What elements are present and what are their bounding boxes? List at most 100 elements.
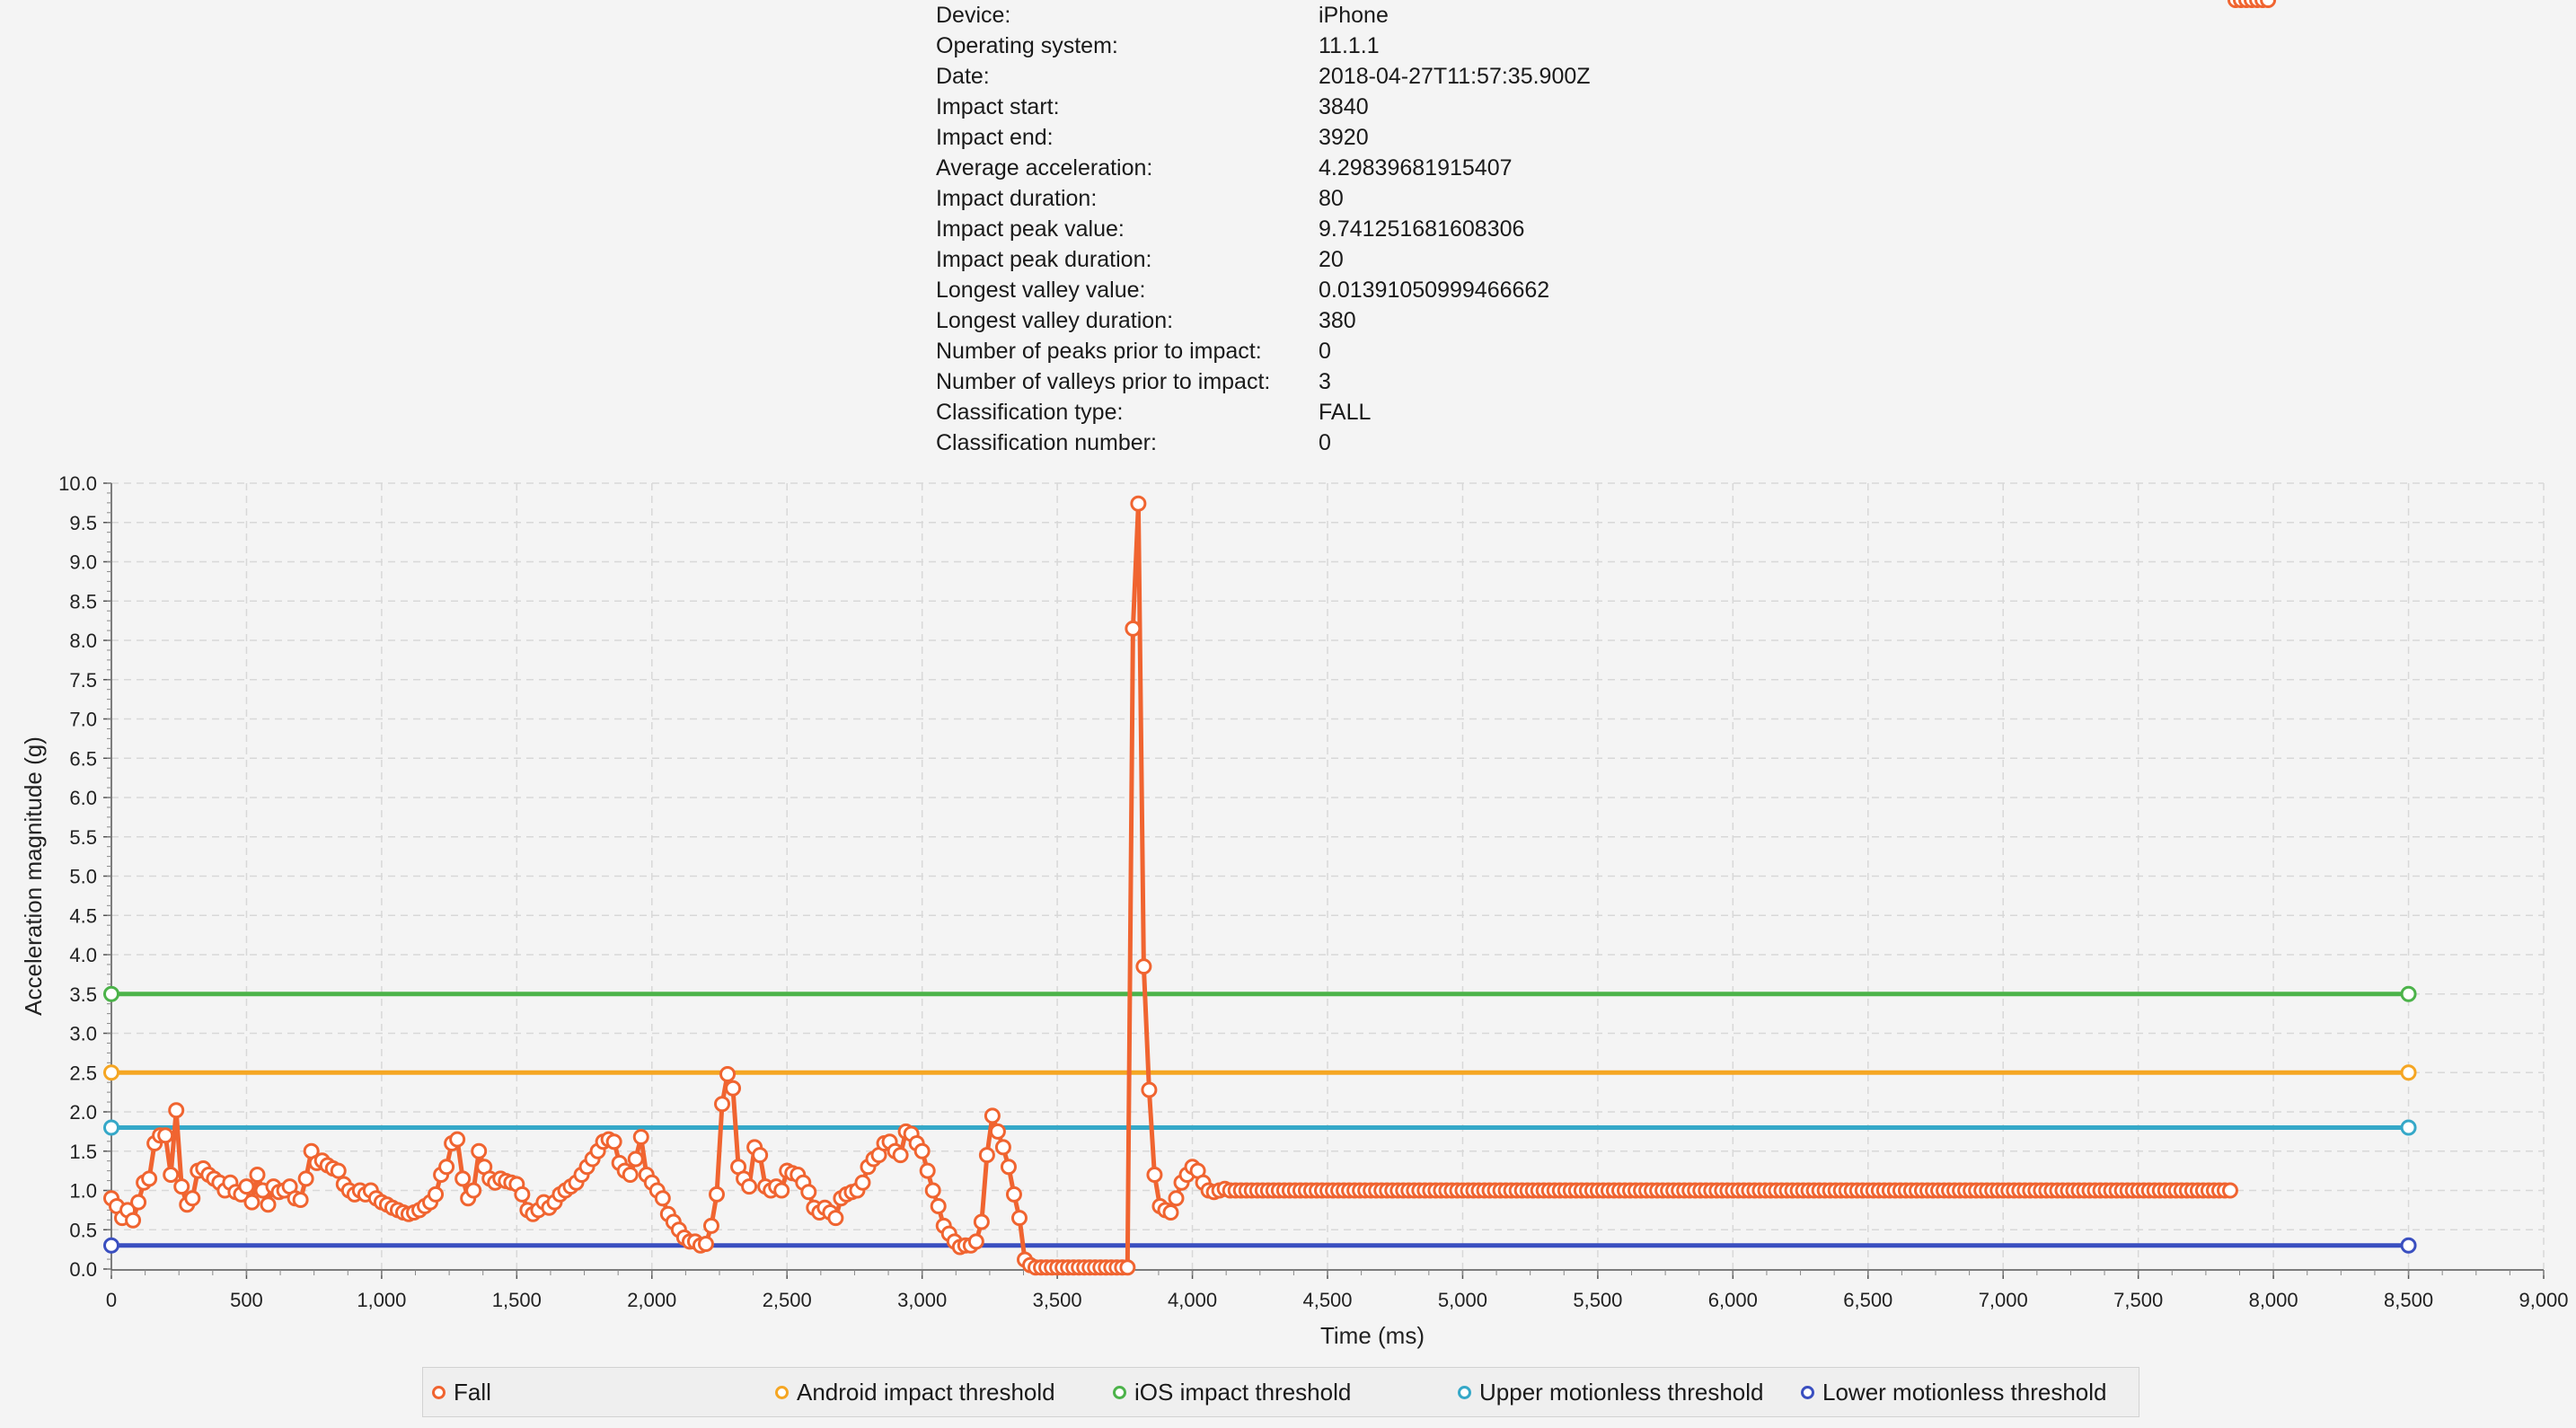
x-tick-label: 8,000 [2249,1289,2298,1311]
info-row: Number of valleys prior to impact: 3 [936,366,1591,397]
info-value: 80 [1319,186,1344,211]
data-point-ios-impact-threshold [103,985,119,1002]
x-tick-label: 2,500 [763,1289,812,1311]
y-tick-label: 3.0 [69,1023,97,1045]
info-label: Operating system: [936,33,1118,58]
x-tick-label: 0 [106,1289,117,1311]
legend-marker-icon [432,1385,446,1399]
legend-label: Fall [454,1378,491,1406]
legend-marker-icon [1113,1385,1126,1399]
y-tick-label: 8.5 [69,590,97,613]
data-point-fall [2221,1182,2238,1199]
y-tick-label: 9.0 [69,551,97,574]
info-row: Average acceleration: 4.29839681915407 [936,153,1591,183]
data-point-fall [243,1194,260,1211]
data-point-fall [719,1066,737,1082]
data-point-fall [238,1178,255,1195]
info-row: Classification number: 0 [936,428,1591,458]
x-tick-label: 4,500 [1302,1289,1352,1311]
data-point-fall [168,1102,185,1119]
y-tick-label: 1.5 [69,1141,97,1163]
info-label: Impact peak value: [936,216,1125,242]
data-point-fall [632,1129,649,1145]
data-point-lower-motionless-threshold [103,1237,119,1254]
data-point-fall [1119,1259,1136,1276]
x-tick-label: 3,500 [1033,1289,1082,1311]
info-value: 3920 [1319,125,1369,150]
y-tick-label: 5.0 [69,866,97,888]
info-label: Date: [936,64,990,89]
legend-label: iOS impact threshold [1134,1378,1352,1406]
data-point-android-impact-threshold [103,1064,119,1081]
data-point-fall [454,1170,472,1187]
data-point-fall [330,1162,347,1179]
legend-item: Upper motionless threshold [1458,1368,1764,1416]
data-point-lower-motionless-threshold [2400,1237,2417,1254]
chart-legend: Fall Android impact threshold iOS impact t… [422,1367,2139,1417]
info-row: Date: 2018-04-27T11:57:35.900Z [936,61,1591,92]
info-label: Longest valley duration: [936,308,1174,333]
info-row: Device: iPhone [936,0,1591,31]
data-point-fall [141,1170,158,1187]
data-point-fall [989,1123,1006,1140]
info-label: Impact duration: [936,186,1098,211]
info-value: iPhone [1319,3,1389,28]
x-tick-label: 4,000 [1168,1289,1217,1311]
info-label: Device: [936,3,1011,28]
data-point-fall [854,1174,871,1191]
info-value: 11.1.1 [1319,33,1380,58]
info-value: 2018-04-27T11:57:35.900Z [1319,64,1591,89]
info-row: Operating system: 11.1.1 [936,31,1591,61]
info-row: Impact end: 3920 [936,122,1591,153]
info-value: 3 [1319,369,1331,394]
info-panel: Device: iPhone Operating system: 11.1.1 Date… [936,0,1591,458]
data-point-fall [622,1167,639,1183]
data-point-fall [428,1186,445,1203]
data-point-fall [973,1213,990,1230]
legend-item: iOS impact threshold [1113,1368,1351,1416]
x-tick-label: 1,000 [357,1289,406,1311]
data-point-fall [471,1142,488,1159]
y-tick-label: 7.5 [69,669,97,692]
data-point-fall [438,1159,455,1176]
x-tick-label: 2,000 [627,1289,676,1311]
info-label: Impact start: [936,94,1060,119]
data-point-fall [913,1142,931,1159]
legend-label: Android impact threshold [797,1378,1055,1406]
data-point-fall [1168,1190,1185,1207]
info-row: Longest valley value: 0.01391050999466662 [936,275,1591,305]
info-label: Longest valley value: [936,278,1146,303]
data-point-fall [449,1131,466,1148]
data-point-fall [1130,495,1147,512]
data-point-fall [163,1167,180,1183]
data-point-fall [605,1133,622,1150]
info-value: 0.01391050999466662 [1319,278,1550,303]
data-point-fall [827,1210,844,1227]
info-row: Classification type: FALL [936,397,1591,428]
data-point-fall [994,1139,1011,1156]
data-point-fall [125,1212,142,1229]
legend-item: Android impact threshold [775,1368,1055,1416]
legend-item: Lower motionless threshold [1801,1368,2107,1416]
y-tick-label: 10.0 [58,472,97,495]
y-tick-label: 2.0 [69,1101,97,1124]
x-tick-label: 5,000 [1438,1289,1487,1311]
data-point-fall [249,1167,266,1183]
series-line-fall [109,501,2230,1270]
legend-label: Lower motionless threshold [1822,1378,2107,1406]
data-point-fall [924,1182,941,1199]
data-point-fall [773,1182,790,1199]
y-tick-label: 6.0 [69,787,97,809]
data-point-fall [260,1196,277,1213]
info-row: Impact duration: 80 [936,183,1591,214]
data-point-fall [1146,1167,1163,1183]
y-tick-label: 0.5 [69,1219,97,1241]
y-tick-label: 9.5 [69,512,97,534]
data-point-fall [654,1190,671,1207]
x-tick-label: 3,000 [897,1289,947,1311]
info-value: 9.741251681608306 [1319,216,1525,242]
data-point-fall [725,1080,742,1097]
x-tick-label: 500 [230,1289,263,1311]
data-point-fall [930,1198,947,1214]
legend-item: Fall [432,1368,491,1416]
